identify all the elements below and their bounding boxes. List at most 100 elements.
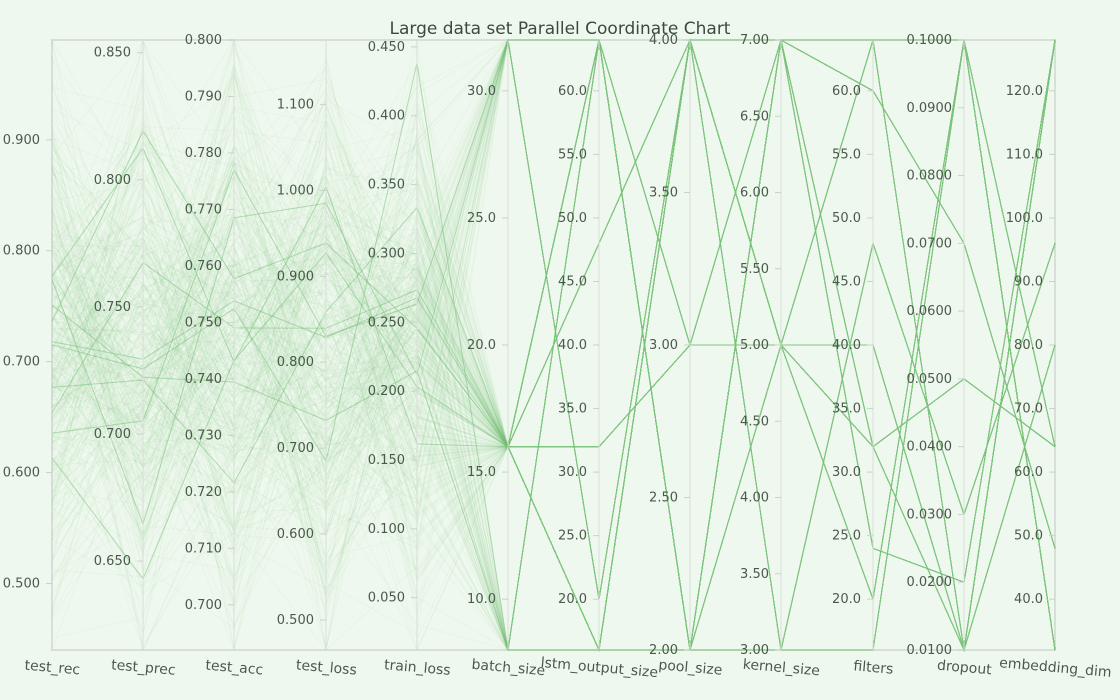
data-line [51, 39, 1056, 448]
data-line [51, 39, 1056, 652]
data-line [51, 39, 1056, 651]
data-line [51, 39, 1056, 652]
data-line [51, 39, 1056, 652]
data-line [51, 39, 1056, 651]
data-line [51, 39, 1056, 652]
data-line [51, 38, 1056, 651]
data-line [51, 39, 1056, 651]
data-line [51, 39, 1056, 652]
data-line [51, 39, 1056, 651]
tick-label-batch_size: 10.0 [467, 592, 496, 607]
chart-title: Large data set Parallel Coordinate Chart [390, 19, 731, 39]
data-line [51, 38, 1056, 651]
data-line [51, 39, 1056, 651]
tick-label-filters: 30.0 [832, 465, 861, 480]
data-line [51, 39, 1056, 652]
data-line [51, 39, 1056, 651]
data-line [51, 39, 1056, 651]
data-line [51, 38, 1056, 651]
data-line [51, 39, 1056, 596]
data-line [51, 38, 1056, 651]
tick-label-embedding_dim: 70.0 [1014, 402, 1043, 417]
data-line [51, 39, 1056, 652]
data-line [51, 39, 1056, 448]
data-line [51, 39, 1056, 651]
data-line [51, 39, 1056, 651]
data-line [51, 39, 1056, 651]
data-line [51, 38, 1056, 652]
data-line [51, 39, 1056, 629]
axis-label-filters: filters [853, 658, 894, 677]
tick-label-test_acc: 0.780 [185, 146, 222, 161]
tick-label-test_acc: 0.800 [185, 33, 222, 48]
tick-label-dropout: 0.0300 [907, 507, 953, 522]
data-line [51, 38, 1056, 651]
tick-label-batch_size: 15.0 [467, 465, 496, 480]
data-line [51, 39, 1056, 651]
data-line [51, 38, 1056, 651]
data-line [51, 39, 1056, 468]
tick-label-test_acc: 0.710 [185, 541, 222, 556]
data-line [51, 39, 1056, 652]
data-line [51, 39, 1056, 651]
data-line [51, 38, 1056, 651]
data-line [51, 39, 1056, 651]
data-line [51, 39, 1056, 651]
data-line [51, 39, 1056, 651]
data-line [51, 39, 1056, 651]
data-line [51, 39, 1056, 651]
data-line [51, 39, 1056, 651]
data-line [51, 39, 1056, 567]
data-line [51, 39, 1056, 652]
data-line [51, 39, 1056, 652]
data-line [51, 39, 1056, 651]
data-line [51, 39, 1056, 651]
data-line [51, 39, 1056, 651]
data-line [51, 39, 1056, 652]
data-line [51, 39, 1056, 651]
data-line [51, 39, 1056, 651]
tick-label-train_loss: 0.450 [368, 40, 405, 55]
tick-label-test_rec: 0.600 [3, 466, 40, 481]
data-line [51, 39, 1056, 651]
data-line [51, 39, 1056, 651]
data-line [51, 39, 1056, 652]
data-line [51, 39, 1056, 652]
tick-label-lstm_output_size: 35.0 [558, 402, 587, 417]
data-line [51, 39, 1056, 651]
tick-label-lstm_output_size: 20.0 [558, 592, 587, 607]
data-line [51, 39, 1056, 652]
data-lines [51, 38, 1056, 652]
tick-label-kernel_size: 6.50 [740, 109, 769, 124]
data-line [51, 39, 1056, 651]
data-line [51, 39, 1056, 549]
data-line [51, 39, 1056, 651]
data-line [51, 39, 1056, 651]
data-line [51, 39, 1056, 470]
data-line [51, 38, 1056, 651]
data-line [51, 39, 1056, 651]
data-line [51, 39, 1056, 652]
data-line [51, 39, 1056, 652]
data-line [51, 39, 1056, 651]
data-line [51, 39, 1056, 651]
data-line [51, 39, 1056, 517]
data-line [51, 39, 1056, 651]
data-line [51, 39, 1056, 651]
tick-label-pool_size: 2.00 [649, 643, 678, 658]
data-line [51, 39, 1056, 652]
data-line [51, 38, 1056, 651]
data-line [51, 39, 1056, 651]
axis-label-train_loss: train_loss [383, 657, 451, 679]
data-line [51, 38, 1056, 652]
data-line [51, 39, 1056, 651]
data-line [51, 39, 1056, 652]
tick-label-embedding_dim: 110.0 [1006, 147, 1043, 162]
data-line [51, 39, 1056, 533]
data-line [51, 39, 1056, 651]
data-line [51, 39, 1056, 448]
data-line [51, 39, 1056, 652]
tick-label-pool_size: 2.50 [649, 491, 678, 506]
data-line [51, 39, 1056, 651]
data-line [51, 39, 1056, 652]
